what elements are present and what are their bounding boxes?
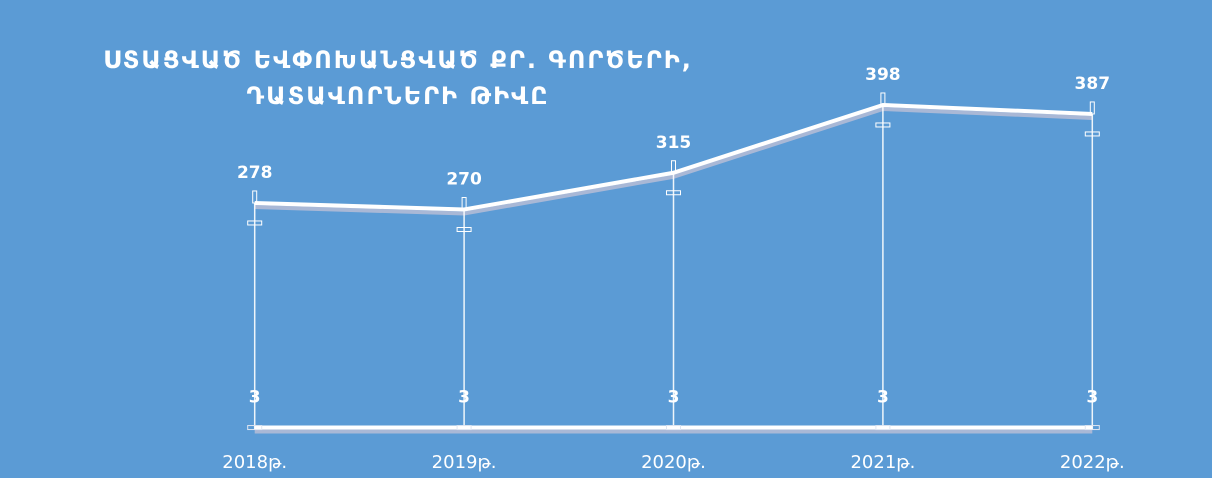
marker-tick bbox=[252, 190, 258, 204]
data-label: 398 bbox=[865, 65, 901, 85]
marker-cap bbox=[666, 190, 681, 196]
data-label: 387 bbox=[1075, 74, 1111, 94]
x-tick-label: 2019թ. bbox=[432, 452, 497, 473]
marker-tick bbox=[671, 160, 676, 174]
x-tick-label: 2020թ. bbox=[641, 452, 706, 473]
data-label: 3 bbox=[249, 388, 261, 408]
marker-tick bbox=[1089, 101, 1095, 115]
marker-cap bbox=[1084, 425, 1100, 431]
data-label: 3 bbox=[877, 388, 889, 408]
marker-cap bbox=[456, 425, 472, 431]
marker-cap bbox=[666, 425, 681, 431]
marker-cap bbox=[1084, 131, 1100, 137]
x-tick-label: 2022թ. bbox=[1060, 452, 1125, 473]
chart-title: ՍՏԱՑՎԱԾ ԵՎՓՈԽԱՆՑՎԱԾ ՔՐ. ԳՈՐԾԵՐԻ, ԴԱՏԱՎՈՐ… bbox=[103, 46, 693, 110]
marker-tick bbox=[461, 197, 467, 210]
marker-cap bbox=[247, 220, 263, 226]
marker-tick bbox=[880, 92, 886, 106]
data-label: 3 bbox=[1086, 388, 1098, 408]
x-tick-label: 2018թ. bbox=[222, 452, 287, 473]
data-label: 278 bbox=[237, 163, 273, 183]
data-label: 270 bbox=[446, 170, 482, 190]
data-label: 3 bbox=[458, 388, 470, 408]
marker-cap bbox=[456, 227, 472, 232]
data-label: 3 bbox=[668, 388, 680, 408]
marker-cap bbox=[875, 425, 891, 431]
x-tick-label: 2021թ. bbox=[850, 452, 915, 473]
data-label: 315 bbox=[656, 133, 692, 153]
marker-cap bbox=[875, 122, 891, 128]
marker-cap bbox=[247, 425, 263, 431]
